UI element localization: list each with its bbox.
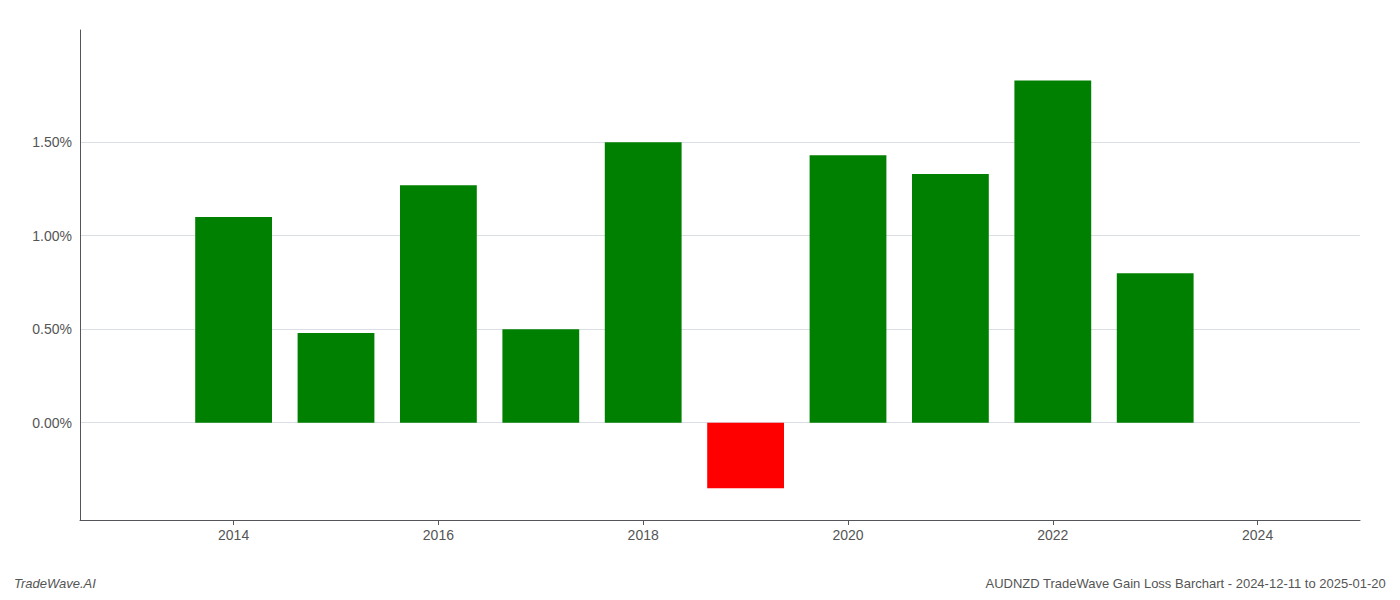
svg-text:0.50%: 0.50% — [32, 321, 72, 337]
svg-text:AUDNZD TradeWave Gain Loss Bar: AUDNZD TradeWave Gain Loss Barchart - 20… — [985, 576, 1385, 591]
svg-text:TradeWave.AI: TradeWave.AI — [14, 576, 96, 591]
svg-text:2018: 2018 — [628, 527, 659, 543]
svg-text:0.00%: 0.00% — [32, 415, 72, 431]
svg-text:2024: 2024 — [1242, 527, 1273, 543]
svg-text:2020: 2020 — [832, 527, 863, 543]
svg-text:2022: 2022 — [1037, 527, 1068, 543]
svg-text:1.50%: 1.50% — [32, 134, 72, 150]
svg-text:2014: 2014 — [218, 527, 249, 543]
svg-text:2016: 2016 — [423, 527, 454, 543]
svg-text:1.00%: 1.00% — [32, 228, 72, 244]
